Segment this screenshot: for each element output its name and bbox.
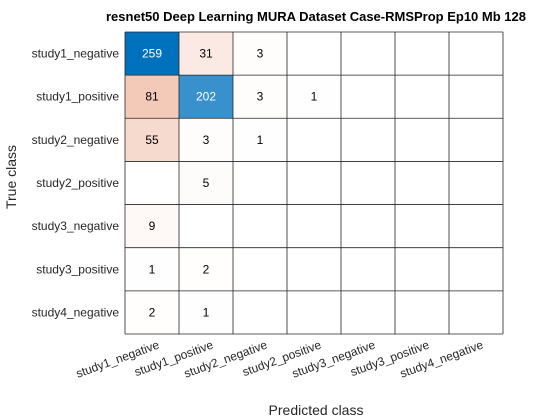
- cell-study1-negative-study4-negative: [449, 32, 503, 76]
- cell-study1-positive-study3-positive: [395, 75, 449, 119]
- cell-value: 5: [203, 176, 210, 190]
- cell-study2-positive-study1-negative: [125, 161, 179, 205]
- cell-study3-negative-study1-negative: [125, 204, 179, 248]
- cell-value: 81: [145, 90, 159, 104]
- row-label-study2-positive: study2_positive: [36, 176, 119, 190]
- cell-study2-positive-study3-positive: [395, 161, 449, 205]
- row-label-study1-positive: study1_positive: [36, 90, 119, 104]
- cell-study2-positive-study4-negative: [449, 161, 503, 205]
- matrix-gridlines: [124, 31, 504, 335]
- cell-value: 55: [145, 133, 159, 147]
- cell-value: 259: [142, 47, 162, 61]
- cell-value: 3: [257, 47, 264, 61]
- row-tick-labels: study1_negative study1_positive study2_neg…: [32, 47, 120, 320]
- cell-study3-positive-study2-negative: [233, 247, 287, 291]
- chart-title: resnet50 Deep Learning MURA Dataset Case…: [106, 9, 526, 24]
- cell-study3-positive-study3-negative: [341, 247, 395, 291]
- cell-study1-positive-study1-positive: [179, 75, 233, 119]
- row-label-study2-negative: study2_negative: [32, 133, 120, 147]
- cell-study2-positive-study3-negative: [341, 161, 395, 205]
- cell-value: 31: [199, 47, 213, 61]
- cell-study3-negative-study2-negative: [233, 204, 287, 248]
- cell-study4-negative-study1-positive: [179, 290, 233, 334]
- cell-study2-positive-study2-negative: [233, 161, 287, 205]
- column-tick-labels: study1_negativestudy1_positivestudy2_neg…: [74, 338, 485, 381]
- cell-study3-positive-study2-positive: [287, 247, 341, 291]
- cell-value: 1: [203, 305, 210, 319]
- cell-value: 1: [257, 133, 264, 147]
- cell-value: 202: [196, 90, 216, 104]
- cell-study3-positive-study1-positive: [179, 247, 233, 291]
- cell-value: 3: [203, 133, 210, 147]
- cell-study1-negative-study3-negative: [341, 32, 395, 76]
- cell-study3-negative-study3-negative: [341, 204, 395, 248]
- row-label-study3-negative: study3_negative: [32, 219, 120, 233]
- cell-study2-positive-study1-positive: [179, 161, 233, 205]
- cell-study2-negative-study3-positive: [395, 118, 449, 162]
- row-label-study3-positive: study3_positive: [36, 262, 119, 276]
- cell-study4-negative-study3-negative: [341, 290, 395, 334]
- cell-value: 1: [149, 262, 156, 276]
- cell-study2-positive-study2-positive: [287, 161, 341, 205]
- cell-study1-negative-study1-negative: [125, 32, 179, 76]
- cell-study3-negative-study1-positive: [179, 204, 233, 248]
- cell-study3-positive-study1-negative: [125, 247, 179, 291]
- row-label-study4-negative: study4_negative: [32, 305, 120, 319]
- row-label-study1-negative: study1_negative: [32, 47, 120, 61]
- cell-study2-negative-study2-positive: [287, 118, 341, 162]
- cell-study1-negative-study3-positive: [395, 32, 449, 76]
- cell-value: 1: [311, 90, 318, 104]
- cell-study4-negative-study1-negative: [125, 290, 179, 334]
- cell-value: 2: [149, 305, 156, 319]
- y-axis-label: True class: [3, 145, 19, 209]
- cell-study4-negative-study2-positive: [287, 290, 341, 334]
- cell-study4-negative-study3-positive: [395, 290, 449, 334]
- cell-study2-negative-study2-negative: [233, 118, 287, 162]
- cell-study1-positive-study2-negative: [233, 75, 287, 119]
- cell-study1-positive-study4-negative: [449, 75, 503, 119]
- cell-study3-positive-study4-negative: [449, 247, 503, 291]
- cell-study3-negative-study4-negative: [449, 204, 503, 248]
- cell-study1-positive-study2-positive: [287, 75, 341, 119]
- cell-study3-negative-study2-positive: [287, 204, 341, 248]
- cell-study2-negative-study4-negative: [449, 118, 503, 162]
- cell-value: 3: [257, 90, 264, 104]
- cell-study2-negative-study1-positive: [179, 118, 233, 162]
- cell-study4-negative-study4-negative: [449, 290, 503, 334]
- cell-study2-negative-study3-negative: [341, 118, 395, 162]
- x-axis-label: Predicted class: [269, 402, 364, 418]
- cell-study4-negative-study2-negative: [233, 290, 287, 334]
- cell-study3-positive-study3-positive: [395, 247, 449, 291]
- cell-study1-negative-study2-negative: [233, 32, 287, 76]
- cell-study3-negative-study3-positive: [395, 204, 449, 248]
- cell-value: 2: [203, 262, 210, 276]
- cell-study1-negative-study1-positive: [179, 32, 233, 76]
- cell-value: 9: [149, 219, 156, 233]
- cell-study1-positive-study1-negative: [125, 75, 179, 119]
- cell-study2-negative-study1-negative: [125, 118, 179, 162]
- cell-study1-positive-study3-negative: [341, 75, 395, 119]
- cell-study1-negative-study2-positive: [287, 32, 341, 76]
